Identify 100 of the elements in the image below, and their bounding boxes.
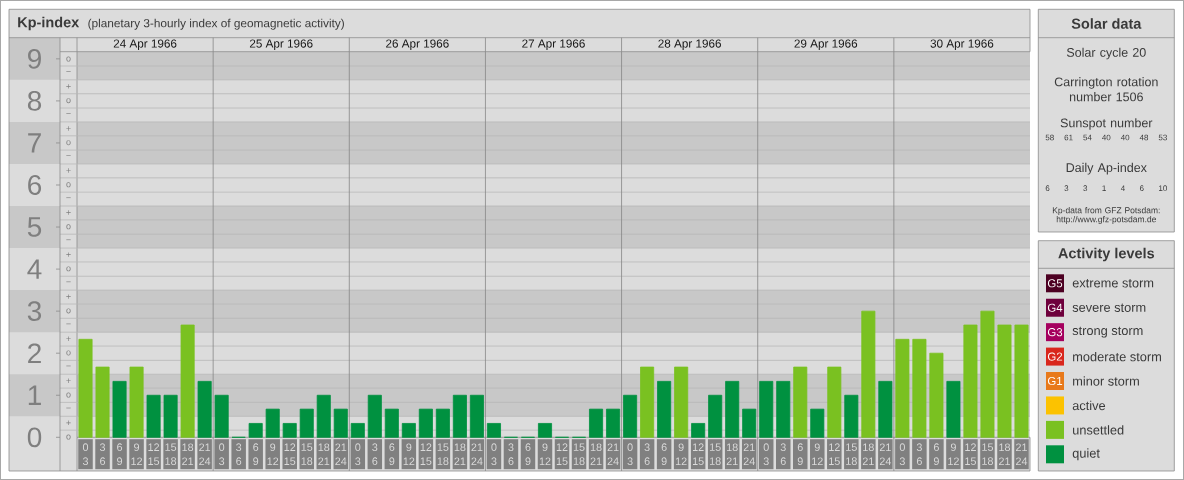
y-tick-label: 1	[28, 385, 41, 405]
legend-label: extreme storm	[1072, 279, 1154, 288]
chart-title: Kp-index	[18, 16, 80, 31]
x-tick-label: 15 18	[709, 443, 721, 465]
annotation: o	[66, 308, 71, 314]
x-tick-label: 18 21	[726, 443, 738, 465]
annotation: −	[66, 365, 71, 367]
x-tick-label: 12 15	[829, 443, 840, 466]
text: G1	[1047, 376, 1063, 386]
x-tick-label: 18 21	[182, 443, 194, 465]
y-tick-label: 4	[27, 259, 42, 279]
y-tick-label: 2	[28, 343, 41, 363]
y-tick-label: 5	[27, 217, 42, 237]
x-tick-label: 18 21	[590, 443, 602, 465]
x2-tick-label: 28 Apr 1966	[658, 39, 721, 50]
text: Daily Ap-index	[1066, 162, 1147, 175]
x-tick-label: 9 12	[812, 443, 823, 465]
x-tick-label: 21 24	[335, 443, 347, 465]
x-tick-label: 12 15	[284, 443, 296, 466]
x-tick-label: 15 18	[165, 443, 177, 465]
x2-tick-label: 29 Apr 1966	[794, 39, 858, 50]
x-tick-label: 18 21	[318, 443, 330, 465]
annotation: o	[66, 266, 71, 272]
x-tick-label: 0 3	[82, 443, 89, 466]
x-tick-label: 6 9	[797, 443, 803, 466]
x-tick-label: 0 3	[627, 443, 633, 466]
x-tick-label: 0 3	[491, 443, 497, 466]
x-tick-label: 21 24	[471, 443, 483, 465]
x-tick-label: 21 24	[607, 443, 619, 465]
x-tick-label: 0 3	[219, 443, 225, 466]
y-tick-label: 9	[28, 48, 41, 69]
annotation: o	[66, 98, 71, 104]
x-tick-label: 9 12	[948, 443, 959, 465]
x-tick-label: 18 21	[999, 443, 1011, 465]
y-tick-label: 8	[27, 90, 42, 111]
x-tick-label: 3 6	[780, 443, 786, 466]
text: G5	[1047, 279, 1063, 288]
x-tick-label: 0 3	[899, 443, 905, 466]
annotation: −	[66, 323, 71, 325]
x-tick-label: 18 21	[454, 443, 466, 465]
annotation: o	[66, 350, 71, 356]
chart-subtitle: (planetary 3-hourly index of geomagnetic activity)	[88, 18, 344, 30]
text: G3	[1047, 328, 1063, 337]
annotation: −	[66, 71, 71, 72]
annotation: −	[66, 407, 71, 409]
text: 6 3 3 1 4 6 10	[1045, 185, 1167, 192]
annotation: +	[66, 84, 71, 89]
x-tick-label: 9 12	[267, 443, 279, 465]
text: G4	[1047, 303, 1063, 312]
annotation: −	[66, 239, 71, 241]
x2-tick-label: 24 Apr 1966	[113, 39, 177, 50]
x-tick-label: 0 3	[355, 443, 361, 466]
x2-tick-label: 30 Apr 1966	[930, 39, 994, 50]
x-tick-label: 15 18	[846, 443, 857, 465]
x-tick-label: 6 9	[933, 443, 939, 466]
text: Sunspot number	[1060, 118, 1153, 130]
x-tick-label: 21 24	[743, 443, 755, 465]
x-tick-label: 15 18	[573, 443, 585, 465]
x-tick-label: 6 9	[525, 443, 531, 466]
text: Solar cycle 20	[1066, 47, 1146, 60]
x-tick-label: 6 9	[253, 443, 259, 466]
x-tick-label: 9 12	[675, 443, 687, 465]
x-tick-label: 9 12	[403, 443, 415, 465]
x-tick-label: 12 15	[420, 443, 432, 466]
text: G2	[1047, 352, 1063, 361]
y-tick-label: 6	[28, 175, 42, 195]
y-tick-label: 7	[28, 133, 41, 153]
legend-label: severe storm	[1072, 303, 1146, 312]
annotation: −	[66, 281, 71, 283]
annotation: o	[66, 140, 71, 146]
y-tick-label: 3	[27, 301, 42, 322]
annotation: +	[66, 252, 71, 257]
x2-tick-label: 25 Apr 1966	[249, 39, 313, 50]
annotation: +	[66, 126, 71, 131]
x2-tick-label: 27 Apr 1966	[522, 39, 585, 50]
x-tick-label: 6 9	[117, 443, 123, 466]
y-tick-label: 0	[27, 427, 42, 448]
x-tick-label: 9 12	[539, 443, 551, 465]
x-tick-label: 3 6	[372, 443, 378, 466]
annotation: o	[66, 392, 71, 398]
annotation: +	[66, 294, 71, 299]
legend-label: strong storm	[1072, 326, 1143, 338]
x-tick-label: 3 6	[99, 443, 106, 466]
x-tick-label: 3 6	[916, 443, 922, 466]
x-tick-label: 15 18	[982, 443, 994, 465]
text: Kp-data from GFZ Potsdam: http://www.gfz-potsdam.de	[1052, 207, 1160, 224]
x-tick-label: 3 6	[644, 443, 650, 466]
x-tick-label: 21 24	[1016, 443, 1028, 465]
annotation: o	[66, 224, 71, 230]
legend-label: unsettled	[1073, 425, 1124, 435]
text: Solar data	[1071, 18, 1142, 29]
annotation: +	[66, 336, 71, 341]
x-tick-label: 21 24	[879, 443, 892, 465]
annotation: +	[66, 378, 71, 383]
x-tick-label: 15 18	[437, 443, 449, 465]
x-tick-label: 3 6	[508, 443, 514, 466]
annotation: −	[66, 155, 71, 157]
x-tick-label: 0 3	[763, 443, 769, 466]
annotation: o	[66, 56, 71, 62]
legend-label: moderate storm	[1073, 351, 1161, 362]
